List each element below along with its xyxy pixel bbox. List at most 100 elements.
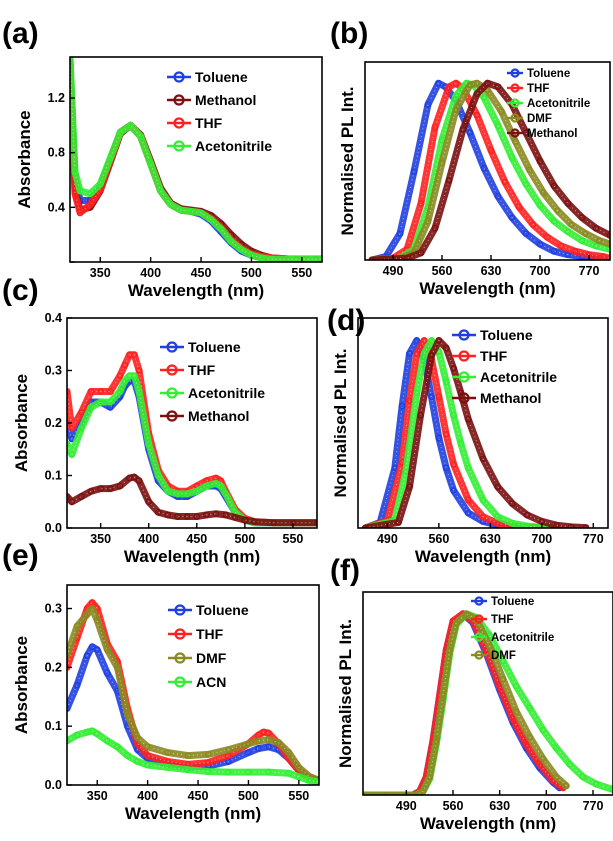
data-point (554, 207, 561, 214)
panel-b: (b) 490 560 630 700 770 Wavelength (nm) Normali… (330, 17, 611, 298)
legend-label: Methanol (195, 92, 256, 108)
data-point (362, 524, 369, 528)
legend: Toluene THF Acetonitrile DMF Methanol (507, 68, 590, 140)
data-point (473, 79, 481, 87)
data-point (164, 749, 172, 756)
data-point (413, 791, 420, 795)
data-point (494, 193, 502, 200)
data-point (403, 254, 411, 260)
data-point (154, 472, 162, 479)
data-point (442, 464, 450, 472)
x-axis-title: Wavelength (nm) (420, 814, 556, 833)
data-point (154, 508, 162, 516)
x-tick-label: 400 (138, 532, 159, 546)
legend-swatch-marker (458, 392, 470, 404)
data-point (432, 737, 440, 744)
series-line (368, 79, 610, 260)
legend-swatch-marker (166, 410, 178, 422)
legend-label: THF (188, 362, 216, 378)
panel-f: (f) 490 560 630 700 770 Wavelength (nm) Normali… (330, 554, 613, 833)
data-point (480, 94, 488, 101)
x-tick-label: 400 (140, 266, 161, 280)
data-point (509, 715, 517, 723)
data-point (135, 477, 143, 485)
data-point (582, 230, 589, 237)
data-point (526, 704, 534, 712)
data-point (543, 233, 551, 241)
data-point (419, 788, 427, 795)
data-point (270, 519, 278, 527)
data-point (78, 493, 85, 500)
data-point (606, 240, 610, 248)
data-point (512, 138, 519, 145)
series-dmf (67, 605, 319, 784)
panel-letter: (c) (2, 274, 39, 307)
data-point (96, 180, 104, 188)
legend-swatch-marker (174, 676, 186, 688)
plot-frame (364, 61, 611, 261)
data-point (130, 473, 138, 481)
y-axis-title: Absorbance (12, 636, 31, 734)
legend: Toluene Methanol THF Acetonitrile (167, 69, 272, 154)
data-point (217, 225, 225, 233)
data-point (536, 760, 544, 768)
data-point (144, 752, 151, 759)
x-axis-title: Wavelength (nm) (128, 281, 264, 300)
series-acn (67, 727, 319, 785)
data-point (137, 132, 144, 140)
x-tick-label: 350 (90, 532, 111, 546)
legend-swatch-marker (474, 596, 484, 606)
legend-label: THF (491, 614, 513, 626)
data-point (568, 221, 575, 228)
data-point (564, 228, 572, 235)
legend-swatch-marker (510, 113, 520, 123)
data-point (487, 147, 495, 154)
data-point (78, 424, 85, 432)
legend: Toluene THF DMF ACN (168, 602, 249, 690)
data-point (515, 203, 523, 211)
data-point (93, 730, 101, 738)
x-axis-title: Wavelength (nm) (124, 547, 260, 566)
x-tick-label: 560 (428, 532, 449, 546)
series-line (361, 337, 560, 528)
y-tick-label: 0.8 (48, 146, 65, 160)
y-tick-label: 0.1 (45, 719, 62, 733)
data-point (231, 514, 239, 521)
data-point (116, 388, 124, 395)
data-point (245, 749, 252, 756)
data-point (508, 154, 516, 161)
panel-letter: (a) (2, 17, 39, 50)
data-point (406, 483, 413, 491)
panel-c: (c) 350 400 450 500 550 0.0 0.1 0.2 0.3 0.4 Wavelen… (2, 274, 318, 566)
legend-label: Acetonitrile (480, 369, 557, 385)
data-point (599, 253, 607, 260)
x-tick-label: 700 (530, 264, 551, 278)
x-tick-label: 550 (283, 532, 304, 546)
data-point (183, 513, 191, 520)
data-point (73, 622, 81, 630)
series-line (363, 610, 570, 795)
x-tick-label: 630 (481, 264, 502, 278)
data-point (144, 761, 151, 769)
data-point (445, 177, 453, 184)
data-point (522, 129, 530, 136)
data-point (540, 189, 547, 197)
data-point (97, 398, 104, 406)
data-point (406, 350, 413, 357)
data-point (479, 513, 487, 521)
panel-letter: (f) (330, 554, 360, 587)
data-point (522, 230, 530, 237)
legend-swatch-marker (174, 628, 186, 640)
data-point (265, 736, 272, 744)
y-tick-label: 0.3 (45, 602, 62, 616)
y-axis-title: Absorbance (12, 374, 31, 472)
data-point (417, 200, 425, 207)
data-point (104, 737, 111, 745)
legend: Toluene THF Acetonitrile Methanol (160, 339, 265, 424)
legend-label: Acetonitrile (527, 98, 590, 110)
data-point (473, 90, 481, 98)
data-point (479, 455, 487, 462)
legend-swatch-marker (474, 650, 484, 660)
legend-swatch-marker (510, 83, 520, 93)
data-point (227, 238, 235, 245)
